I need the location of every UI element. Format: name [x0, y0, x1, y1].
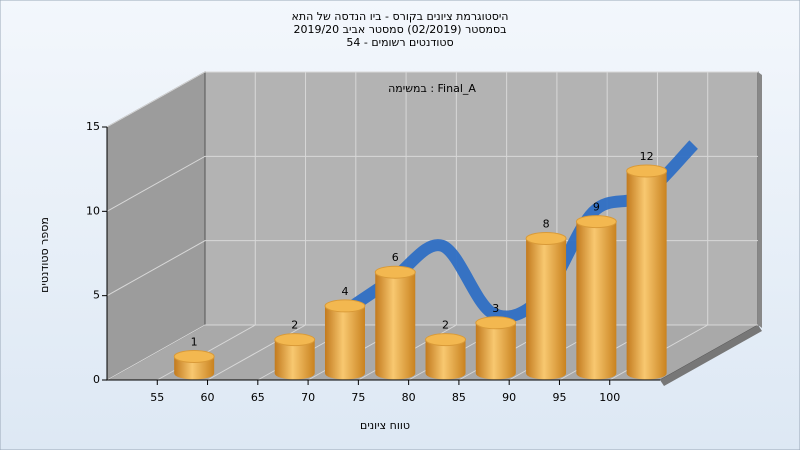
x-tick-label: 65	[251, 391, 265, 404]
x-tick-label: 80	[402, 391, 416, 404]
x-axis-label: טווח ציונים	[360, 419, 410, 432]
value-label: 12	[640, 150, 654, 163]
y-tick-label: 0	[93, 373, 100, 386]
annotation: במשימה : Final_A	[388, 82, 476, 95]
x-tick-label: 95	[552, 391, 566, 404]
grid-line	[207, 72, 307, 381]
bar-body	[526, 238, 567, 380]
value-label: 1	[191, 336, 198, 349]
bar-top	[475, 316, 517, 330]
bar-body	[375, 272, 416, 380]
bar-top	[425, 333, 467, 347]
bar	[173, 350, 215, 380]
bar-body	[274, 339, 315, 380]
y-axis-label: מספר סטודנטים	[38, 217, 51, 293]
bar-top	[626, 164, 668, 178]
value-label: 4	[341, 285, 348, 298]
bar-top	[575, 215, 617, 229]
bar	[626, 164, 668, 380]
title-line: סטודנטים רשומים - 54	[346, 36, 453, 49]
bar-top	[374, 265, 416, 279]
y-tick-label: 5	[93, 289, 100, 302]
back-wall	[204, 71, 759, 326]
x-tick-label: 55	[150, 391, 164, 404]
bar-top	[324, 299, 366, 313]
bar-body	[324, 305, 365, 380]
x-tick-label: 60	[201, 391, 215, 404]
bar	[274, 333, 316, 380]
x-tick-label: 100	[599, 391, 620, 404]
bar	[575, 215, 617, 380]
grid-line	[106, 71, 758, 128]
bar	[374, 265, 416, 380]
value-label: 6	[392, 251, 399, 264]
x-tick-label: 85	[452, 391, 466, 404]
bar	[324, 299, 366, 380]
bar-body	[425, 339, 466, 380]
bar	[475, 316, 517, 380]
bar	[425, 333, 467, 380]
value-label: 2	[442, 319, 449, 332]
y-tick-label: 10	[86, 204, 100, 217]
value-label: 9	[593, 201, 600, 214]
value-label: 2	[291, 319, 298, 332]
back-wall-edge	[758, 72, 762, 328]
grid-line	[106, 324, 758, 381]
x-tick-label: 90	[502, 391, 516, 404]
grid-line	[106, 155, 758, 212]
x-tick-label: 75	[351, 391, 365, 404]
bar-top	[274, 333, 316, 347]
title-line: היסטוגרמת ציונים בקורס - ביו הנדסה של הת…	[291, 10, 508, 23]
bar-body	[576, 221, 617, 380]
x-tick-label: 70	[301, 391, 315, 404]
bar	[525, 231, 567, 380]
bar-top	[525, 231, 567, 245]
bar-body	[626, 171, 667, 380]
title-line: בסמסטר (02/2019) סמסטר אביב 2019/20	[293, 23, 506, 36]
bar-top	[173, 350, 215, 364]
y-tick-label: 15	[86, 120, 100, 133]
bar-body	[475, 322, 516, 380]
value-label: 3	[492, 302, 499, 315]
value-label: 8	[543, 217, 550, 230]
floor-edge	[660, 325, 762, 386]
